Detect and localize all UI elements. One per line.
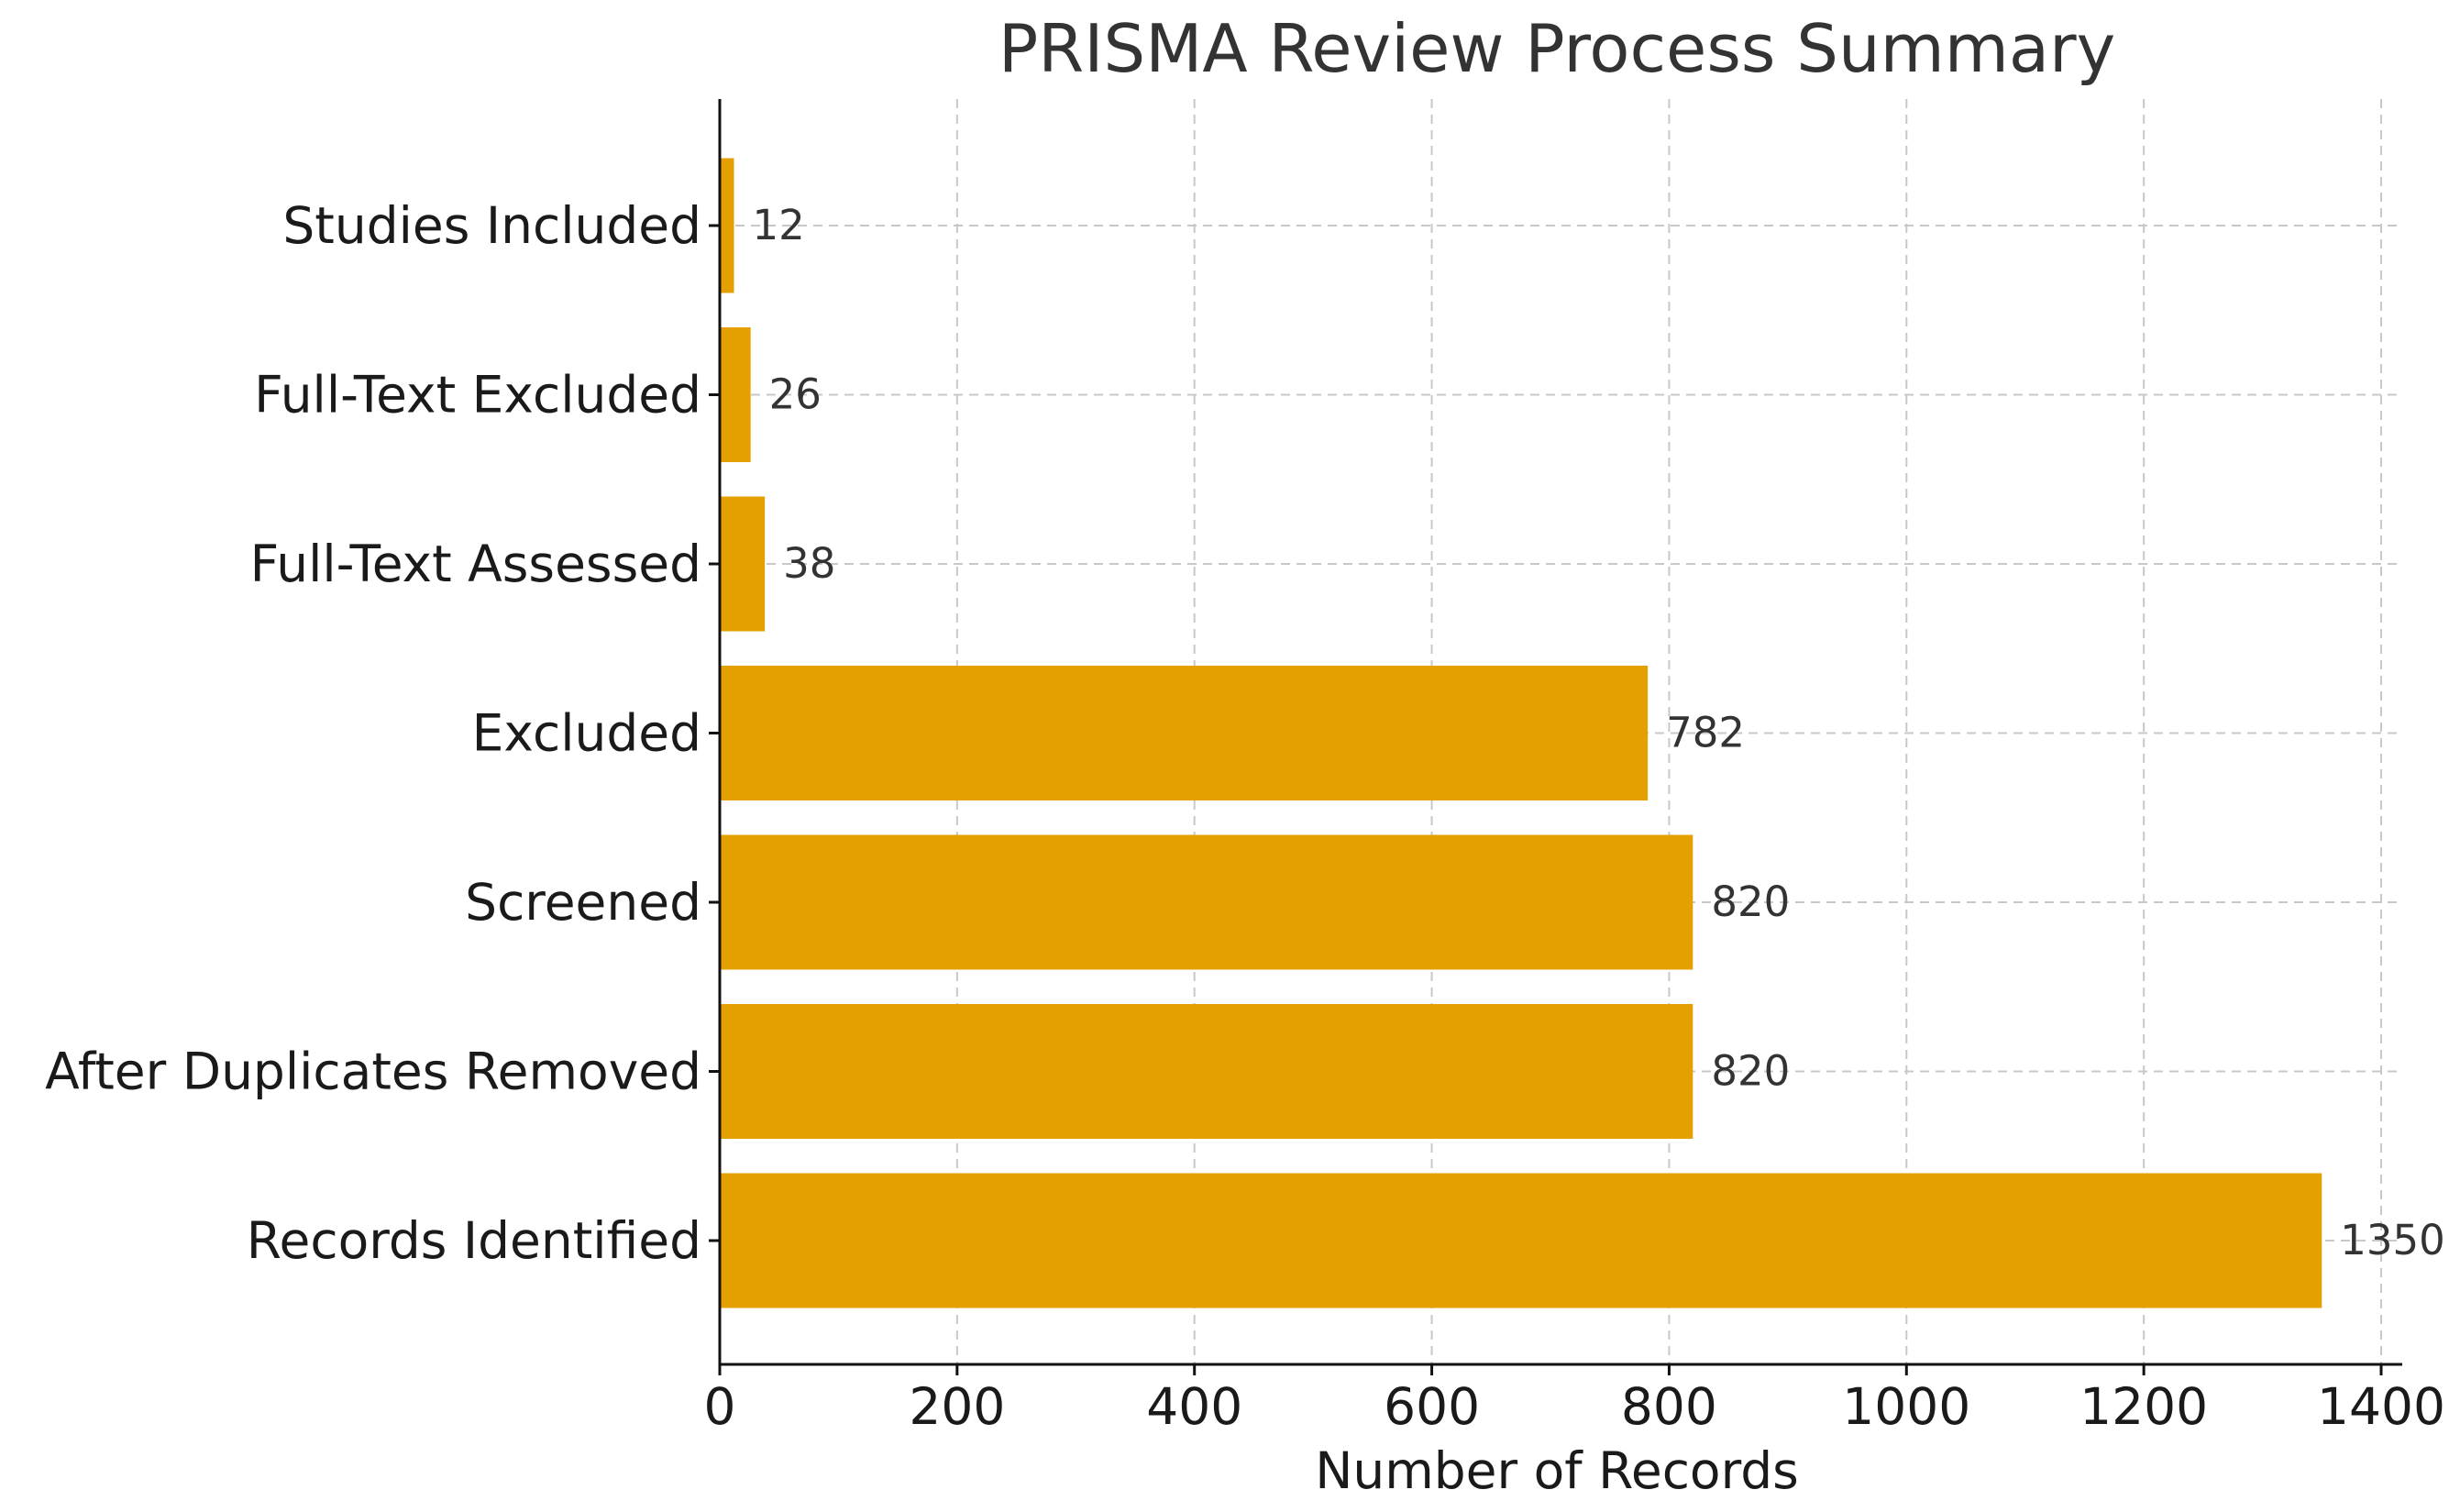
data-label: 820	[1711, 1047, 1790, 1096]
bar	[720, 834, 1693, 970]
bar	[720, 496, 766, 632]
data-label: 782	[1666, 709, 1745, 757]
y-tick-label: Screened	[465, 873, 701, 932]
bar	[720, 327, 751, 462]
bar	[720, 666, 1649, 800]
x-axis-label: Number of Records	[1315, 1441, 1799, 1500]
data-label: 38	[783, 539, 835, 588]
bar	[720, 1173, 2322, 1308]
x-tick-label: 600	[1384, 1377, 1480, 1436]
y-tick-label: After Duplicates Removed	[45, 1043, 701, 1101]
x-tick-labels: 0 200 400 600 800 1000 1200 1400	[704, 1364, 2445, 1436]
x-tick-label: 1400	[2317, 1377, 2445, 1436]
y-tick-labels: Records Identified After Duplicates Remov…	[45, 196, 720, 1270]
data-label: 26	[769, 370, 822, 419]
bar	[720, 158, 734, 293]
y-tick-label: Records Identified	[247, 1211, 701, 1270]
x-tick-label: 0	[704, 1377, 736, 1436]
x-tick-label: 400	[1146, 1377, 1242, 1436]
data-label: 820	[1711, 877, 1790, 926]
y-tick-label: Full-Text Excluded	[254, 366, 701, 425]
x-tick-label: 1000	[1842, 1377, 1970, 1436]
y-tick-label: Excluded	[472, 704, 701, 763]
x-tick-label: 800	[1621, 1377, 1717, 1436]
x-tick-label: 1200	[2079, 1377, 2208, 1436]
bars	[720, 158, 2322, 1308]
x-tick-label: 200	[909, 1377, 1005, 1436]
data-labels: 1350 820 820 782 38 26 12	[753, 201, 2445, 1264]
data-label: 12	[753, 201, 805, 249]
y-tick-label: Studies Included	[282, 196, 701, 255]
y-tick-label: Full-Text Assessed	[250, 535, 701, 593]
data-label: 1350	[2340, 1216, 2445, 1264]
bar	[720, 1004, 1693, 1139]
chart-title: PRISMA Review Process Summary	[998, 10, 2115, 87]
